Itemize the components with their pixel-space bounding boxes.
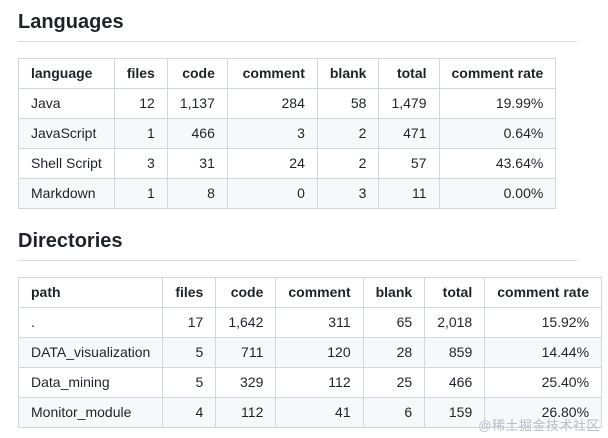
cell-code: 1,642: [215, 307, 277, 338]
cell-blank: 2: [316, 118, 380, 149]
cell-comment-rate: 19.99%: [438, 88, 557, 119]
cell-code: 8: [166, 178, 228, 209]
table-row: Monitor_module 4 112 41 6 159 26.80%: [17, 397, 603, 428]
cell-files: 17: [162, 307, 217, 338]
cell-comment: 24: [226, 148, 318, 179]
column-header-comment-rate: comment rate: [438, 58, 557, 89]
cell-files: 3: [113, 148, 168, 179]
table-row: Markdown 1 8 0 3 11 0.00%: [18, 178, 557, 209]
cell-total: 466: [424, 367, 486, 398]
cell-files: 4: [162, 397, 217, 428]
cell-blank: 6: [362, 397, 426, 428]
column-header-blank: blank: [316, 58, 380, 89]
cell-language: Shell Script: [18, 148, 115, 179]
watermark-text: @稀土掘金技术社区: [478, 418, 600, 433]
column-header-language: language: [18, 58, 115, 89]
cell-files: 1: [113, 118, 168, 149]
column-header-comment-rate: comment rate: [484, 277, 603, 308]
table-row: DATA_visualization 5 711 120 28 859 14.4…: [17, 337, 603, 368]
cell-comment: 41: [275, 397, 364, 428]
cell-comment: 0: [226, 178, 318, 209]
cell-path: Data_mining: [17, 367, 164, 398]
table-row: JavaScript 1 466 3 2 471 0.64%: [18, 118, 557, 149]
cell-total: 471: [378, 118, 440, 149]
cell-files: 5: [162, 337, 217, 368]
column-header-code: code: [215, 277, 277, 308]
cell-blank: 28: [362, 337, 426, 368]
cell-blank: 3: [316, 178, 380, 209]
cell-code: 711: [215, 337, 277, 368]
cell-blank: 2: [316, 148, 380, 179]
cell-blank: 25: [362, 367, 426, 398]
cell-total: 859: [424, 337, 486, 368]
cell-comment-rate: 26.80%: [484, 397, 603, 428]
cell-comment: 120: [275, 337, 364, 368]
cell-comment-rate: 25.40%: [484, 367, 603, 398]
cell-path: .: [17, 307, 164, 338]
cell-comment-rate: 43.64%: [438, 148, 557, 179]
table-row: Java 12 1,137 284 58 1,479 19.99%: [18, 88, 557, 119]
column-header-files: files: [113, 58, 168, 89]
column-header-blank: blank: [362, 277, 426, 308]
languages-table: language files code comment blank total …: [18, 58, 557, 209]
cell-path: Monitor_module: [17, 397, 164, 428]
column-header-comment: comment: [275, 277, 364, 308]
table-row: Shell Script 3 31 24 2 57 43.64%: [18, 148, 557, 179]
cell-language: Markdown: [18, 178, 115, 209]
cell-comment-rate: 0.00%: [438, 178, 557, 209]
cell-code: 1,137: [166, 88, 228, 119]
column-header-total: total: [424, 277, 486, 308]
cell-comment: 112: [275, 367, 364, 398]
cell-path: DATA_visualization: [17, 337, 164, 368]
cell-total: 57: [378, 148, 440, 179]
column-header-total: total: [378, 58, 440, 89]
cell-language: Java: [18, 88, 115, 119]
cell-files: 1: [113, 178, 168, 209]
table-row: Data_mining 5 329 112 25 466 25.40%: [17, 367, 603, 398]
cell-total: 11: [378, 178, 440, 209]
column-header-path: path: [17, 277, 164, 308]
cell-files: 5: [162, 367, 217, 398]
languages-header-row: language files code comment blank total …: [18, 58, 557, 89]
cell-comment-rate: 15.92%: [484, 307, 603, 338]
directories-table: path files code comment blank total comm…: [17, 277, 603, 428]
cell-code: 466: [166, 118, 228, 149]
languages-heading: Languages: [18, 10, 577, 42]
cell-code: 329: [215, 367, 277, 398]
cell-comment-rate: 14.44%: [484, 337, 603, 368]
cell-total: 2,018: [424, 307, 486, 338]
table-row: . 17 1,642 311 65 2,018 15.92%: [17, 307, 603, 338]
cell-blank: 65: [362, 307, 426, 338]
cell-comment: 311: [275, 307, 364, 338]
cell-comment: 284: [226, 88, 318, 119]
cell-files: 12: [113, 88, 168, 119]
cell-blank: 58: [316, 88, 380, 119]
column-header-code: code: [166, 58, 228, 89]
directories-header-row: path files code comment blank total comm…: [17, 277, 603, 308]
cell-code: 31: [166, 148, 228, 179]
column-header-comment: comment: [226, 58, 318, 89]
column-header-files: files: [162, 277, 217, 308]
cell-language: JavaScript: [18, 118, 115, 149]
cell-comment: 3: [226, 118, 318, 149]
directories-heading: Directories: [18, 229, 577, 261]
cell-comment-rate: 0.64%: [438, 118, 557, 149]
cell-total: 159: [424, 397, 486, 428]
cell-total: 1,479: [378, 88, 440, 119]
cell-code: 112: [215, 397, 277, 428]
